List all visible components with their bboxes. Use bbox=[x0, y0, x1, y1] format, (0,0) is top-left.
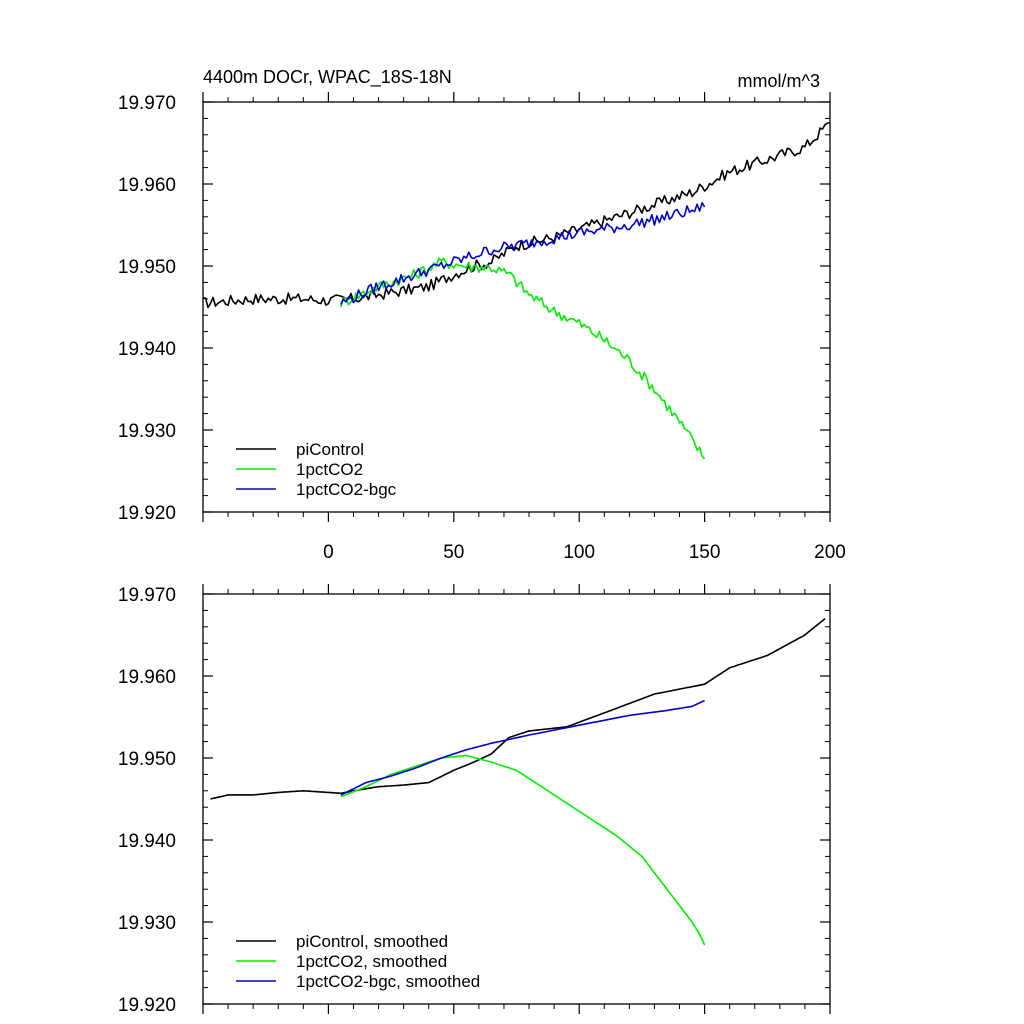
x-tick-label: 150 bbox=[689, 542, 721, 563]
series-line-1pctco2-bgc-smoothed bbox=[340, 699, 705, 796]
y-tick-label: 19.950 bbox=[118, 257, 176, 278]
legend-label: 1pctCO2 bbox=[296, 460, 363, 479]
bottom-panel: 19.920 19.930 19.940 19.950 19.960 19.970 piCo… bbox=[118, 584, 831, 1016]
y-tick-label: 19.970 bbox=[118, 93, 176, 114]
y-tick-label: 19.920 bbox=[118, 995, 176, 1016]
series-line-1pctco2-bgc bbox=[340, 202, 706, 305]
y-tick-label: 19.960 bbox=[118, 175, 176, 196]
y-tick-label: 19.930 bbox=[118, 913, 176, 934]
legend-label: 1pctCO2, smoothed bbox=[296, 952, 447, 971]
y-tick-label: 19.930 bbox=[118, 421, 176, 442]
y-tick-label: 19.940 bbox=[118, 339, 176, 360]
series-line-1pctco2 bbox=[340, 257, 706, 460]
legend-label: 1pctCO2-bgc, smoothed bbox=[296, 972, 480, 991]
x-tick-label: 100 bbox=[563, 542, 595, 563]
top-panel: 19.920 19.930 19.940 19.950 19.960 19.970 0 50 1… bbox=[118, 92, 846, 563]
legend-label: piControl, smoothed bbox=[296, 932, 448, 951]
legend-label: piControl bbox=[296, 440, 364, 459]
y-tick-label: 19.960 bbox=[118, 667, 176, 688]
x-tick-label: 0 bbox=[323, 542, 334, 563]
series-line-picontrol-smoothed bbox=[210, 617, 826, 800]
x-tick-label: 50 bbox=[443, 542, 464, 563]
y-tick-label: 19.940 bbox=[118, 831, 176, 852]
y-tick-label: 19.950 bbox=[118, 749, 176, 770]
series-line-picontrol bbox=[202, 121, 831, 309]
units-label: mmol/m^3 bbox=[738, 71, 820, 91]
y-tick-label: 19.920 bbox=[118, 503, 176, 524]
legend-label: 1pctCO2-bgc bbox=[296, 480, 397, 499]
y-tick-label: 19.970 bbox=[118, 585, 176, 606]
series-line-1pctco2-smoothed bbox=[340, 754, 706, 946]
plot-frame bbox=[202, 101, 831, 513]
x-tick-label: 200 bbox=[814, 542, 846, 563]
plot-frame bbox=[202, 593, 831, 1005]
plot-title: 4400m DOCr, WPAC_18S-18N bbox=[203, 67, 452, 88]
